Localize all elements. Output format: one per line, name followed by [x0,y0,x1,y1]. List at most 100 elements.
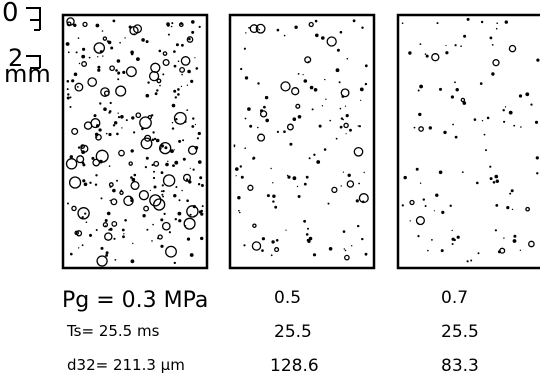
droplet-dot [438,170,443,175]
droplet-dot [201,205,204,208]
droplet-dot [189,167,191,169]
droplet-dot [504,106,507,108]
droplet-dot [476,181,479,185]
droplet-dot [178,199,181,202]
droplet-dot [109,101,112,105]
droplet-ring [150,62,161,73]
droplet-dot [536,172,539,175]
droplet-ring [139,116,152,130]
droplet-dot [181,189,183,192]
droplet-ring [162,51,168,56]
droplet-ring [95,133,102,141]
droplet-dot [427,249,429,252]
droplet-ring [76,155,85,164]
droplet-dot [171,103,176,108]
droplet-dot [509,192,512,195]
droplet-dot [454,44,457,47]
droplet-ring [340,88,350,98]
droplet-dot [492,181,496,184]
droplet-ring [182,173,192,182]
droplet-dot [152,176,156,180]
droplet-dot [181,73,183,76]
droplet-dot [324,78,326,81]
droplet-dot [130,52,134,56]
droplet-ring [178,22,184,28]
droplet-dot [195,67,199,70]
droplet-dot [145,93,150,98]
droplet-dot [239,211,241,214]
droplet-dot [82,47,86,51]
droplet-dot [177,60,180,63]
droplet-dot [307,60,309,63]
droplet-ring [180,56,191,66]
droplet-dot [89,233,92,237]
droplet-ring [528,240,535,248]
droplet-dot [451,229,453,232]
droplet-dot [409,220,411,222]
droplet-dot [439,87,442,91]
droplet-dot [510,189,514,193]
droplet-dot [261,249,264,252]
droplet-ring [257,133,266,142]
droplet-dot [297,195,301,198]
droplet-ring [162,174,176,187]
droplet-dot [158,49,162,53]
droplet-ring [125,66,137,78]
scale-bar [26,7,41,69]
mean-diameter-value-3: 83.3 [441,356,479,376]
droplet-dot [151,240,153,242]
droplet-dot [160,244,164,248]
droplet-dot [314,19,318,23]
droplet-dot [112,188,116,193]
droplet-dot [440,249,444,253]
droplet-dot [100,197,103,200]
droplet-dot [305,175,309,179]
droplet-dot [190,79,194,83]
droplet-dot [239,165,242,168]
droplet-dot [114,121,118,125]
droplet-dot [173,64,177,68]
droplet-dot [101,30,104,32]
droplet-dot [187,69,191,74]
droplet-dot [235,175,237,177]
droplet-dot [67,202,69,205]
droplet-ring [81,61,88,67]
droplet-dot [266,194,270,198]
droplet-dot [168,231,171,234]
droplet-dot [249,124,253,128]
droplet-dot [103,107,107,111]
droplet-ring [508,44,517,53]
droplet-dot [172,164,175,168]
droplet-dot [108,132,112,137]
droplet-dot [451,243,454,245]
droplet-dot [244,117,247,120]
droplet-dot [84,212,87,215]
droplet-dot [117,72,120,75]
droplet-dot [452,123,454,126]
droplet-dot [160,171,164,175]
droplet-ring [104,232,113,241]
droplet-dot [98,128,102,132]
droplet-dot [525,92,530,97]
droplet-dot [78,247,80,249]
droplet-dot [316,160,321,164]
droplet-ring [135,112,142,119]
droplet-dot [445,51,449,55]
droplet-dot [189,213,192,216]
droplet-dot [504,20,508,24]
droplet-dot [106,40,109,43]
droplet-dot [108,111,111,114]
droplet-dot [486,116,490,120]
droplet-dot [243,47,246,50]
droplet-dot [401,204,404,207]
droplet-dot [339,30,343,34]
droplet-dot [198,210,203,214]
droplet-dot [347,173,351,177]
droplet-dot [116,59,121,63]
droplet-dot [364,252,368,256]
droplet-ring [525,206,530,212]
droplet-dot [151,163,154,167]
scale-tick-two: 2 [8,44,24,72]
droplet-dot [276,28,280,32]
droplet-dot [307,227,309,230]
